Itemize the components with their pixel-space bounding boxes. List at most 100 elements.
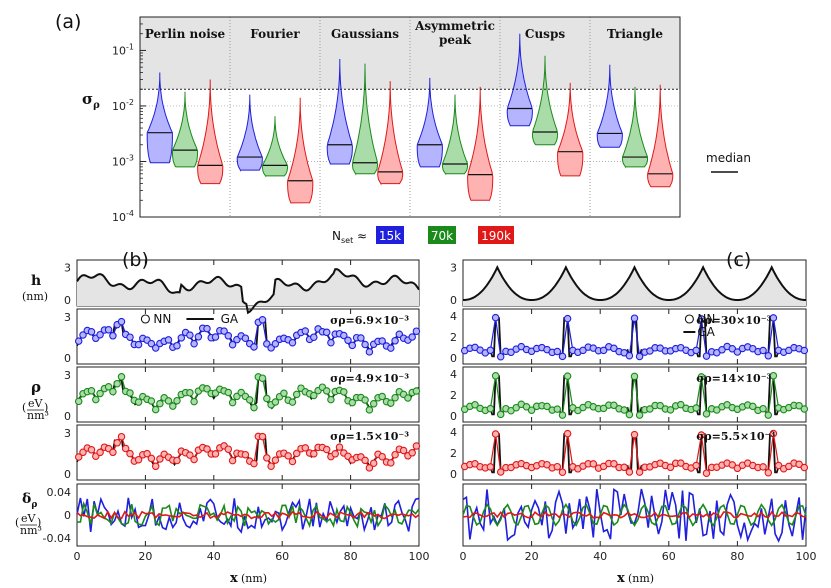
nn-marker bbox=[408, 449, 416, 457]
nn-marker bbox=[656, 401, 664, 410]
nn-marker bbox=[194, 333, 203, 341]
nn-marker bbox=[558, 468, 567, 476]
x-tick-label: 80 bbox=[344, 550, 358, 563]
category-label: Perlin noise bbox=[145, 27, 226, 41]
nn-marker bbox=[186, 388, 194, 397]
nn-marker bbox=[369, 459, 378, 467]
nn-marker bbox=[164, 336, 173, 344]
nn-marker bbox=[610, 460, 618, 468]
nn-marker bbox=[496, 468, 505, 476]
nn-marker bbox=[203, 445, 211, 453]
nn-marker bbox=[391, 337, 399, 345]
nn-marker bbox=[543, 402, 551, 411]
nn-marker bbox=[558, 411, 567, 419]
nn-marker bbox=[271, 340, 280, 348]
nn-marker bbox=[263, 394, 271, 403]
category-dividers bbox=[140, 17, 680, 217]
x-tick-label: 0 bbox=[460, 550, 467, 563]
nn-marker bbox=[109, 332, 117, 340]
nn-marker bbox=[769, 371, 778, 380]
nn-marker bbox=[322, 445, 331, 454]
nn-marker bbox=[635, 352, 644, 361]
nn-marker bbox=[486, 346, 495, 355]
rho-tick-label: 3 bbox=[64, 311, 71, 324]
nn-marker bbox=[361, 396, 369, 404]
svg-text:nm³: nm³ bbox=[20, 524, 42, 537]
nn-marker bbox=[625, 351, 634, 360]
nn-marker bbox=[563, 372, 572, 380]
rho-tick-label: 2 bbox=[450, 331, 457, 344]
category-label: Gaussians bbox=[331, 27, 399, 41]
nn-marker bbox=[186, 451, 194, 459]
violin-15k bbox=[596, 64, 623, 148]
nn-marker bbox=[74, 337, 83, 345]
nn-marker bbox=[92, 395, 100, 404]
nn-marker bbox=[553, 405, 562, 413]
svg-text:): ) bbox=[37, 516, 41, 529]
x-tick-label: 60 bbox=[662, 550, 676, 563]
nn-marker bbox=[169, 402, 177, 410]
h-line bbox=[463, 265, 806, 301]
nn-marker bbox=[558, 352, 567, 361]
nn-marker bbox=[769, 429, 778, 438]
nn-marker bbox=[728, 461, 737, 469]
nn-marker bbox=[785, 462, 793, 471]
rho-tick-label: 0 bbox=[64, 468, 71, 481]
row-frame bbox=[462, 308, 807, 365]
nn-marker bbox=[96, 448, 104, 457]
svg-text:x: x bbox=[617, 571, 625, 586]
nn-marker bbox=[292, 390, 301, 399]
nn-marker bbox=[553, 347, 562, 356]
nn-marker bbox=[250, 343, 258, 351]
nn-marker bbox=[327, 395, 335, 404]
nn-marker bbox=[348, 341, 357, 350]
nn-marker bbox=[87, 387, 96, 395]
nn-marker bbox=[759, 404, 767, 413]
nn-marker bbox=[677, 459, 685, 467]
nn-marker bbox=[749, 402, 757, 411]
nn-marker bbox=[697, 431, 706, 439]
x-tick-label: 40 bbox=[593, 550, 607, 563]
nn-marker bbox=[173, 396, 181, 405]
violin-70k bbox=[171, 91, 199, 168]
rho-unit: ( eV nm³ ) bbox=[22, 397, 49, 422]
nn-marker bbox=[173, 341, 181, 350]
sigma-annotation: σρ=1.5×10⁻³ bbox=[330, 430, 409, 443]
nn-marker bbox=[795, 460, 803, 469]
nn-marker bbox=[800, 346, 809, 355]
row-frame bbox=[462, 366, 807, 423]
svg-text:): ) bbox=[44, 401, 48, 414]
nn-marker bbox=[310, 391, 318, 400]
nn-marker bbox=[764, 411, 773, 419]
nn-marker bbox=[96, 389, 104, 398]
legend-swatch-190k bbox=[478, 226, 514, 244]
nn-marker bbox=[630, 430, 639, 439]
svg-text:(: ( bbox=[22, 401, 26, 414]
violin-70k bbox=[531, 55, 559, 146]
nn-marker bbox=[258, 432, 267, 441]
nn-marker bbox=[134, 340, 143, 349]
rho-tick-label: 4 bbox=[450, 310, 457, 323]
nn-marker bbox=[666, 406, 675, 414]
h-area bbox=[77, 269, 419, 313]
x-tick-label: 100 bbox=[796, 550, 817, 563]
nn-marker bbox=[126, 389, 134, 397]
legend-ga-label: GA bbox=[697, 325, 715, 339]
nn-marker bbox=[365, 348, 374, 356]
nn-marker bbox=[697, 373, 706, 381]
nn-marker bbox=[646, 347, 654, 355]
nn-marker bbox=[625, 468, 634, 476]
nn-marker bbox=[800, 405, 809, 413]
delta-tick-label: 0.04 bbox=[47, 486, 72, 499]
nn-marker bbox=[301, 444, 310, 452]
legend-ga-label: GA bbox=[221, 312, 239, 326]
legend-label-15k: 15k bbox=[379, 229, 401, 243]
nn-marker bbox=[496, 352, 505, 361]
h-unit: (nm) bbox=[22, 290, 48, 303]
violin-190k bbox=[557, 82, 584, 177]
nn-marker bbox=[74, 453, 83, 461]
nn-marker bbox=[190, 339, 198, 348]
nn-marker bbox=[522, 403, 531, 411]
nn-marker bbox=[692, 346, 700, 355]
rho-tick-label: 0 bbox=[450, 410, 457, 423]
